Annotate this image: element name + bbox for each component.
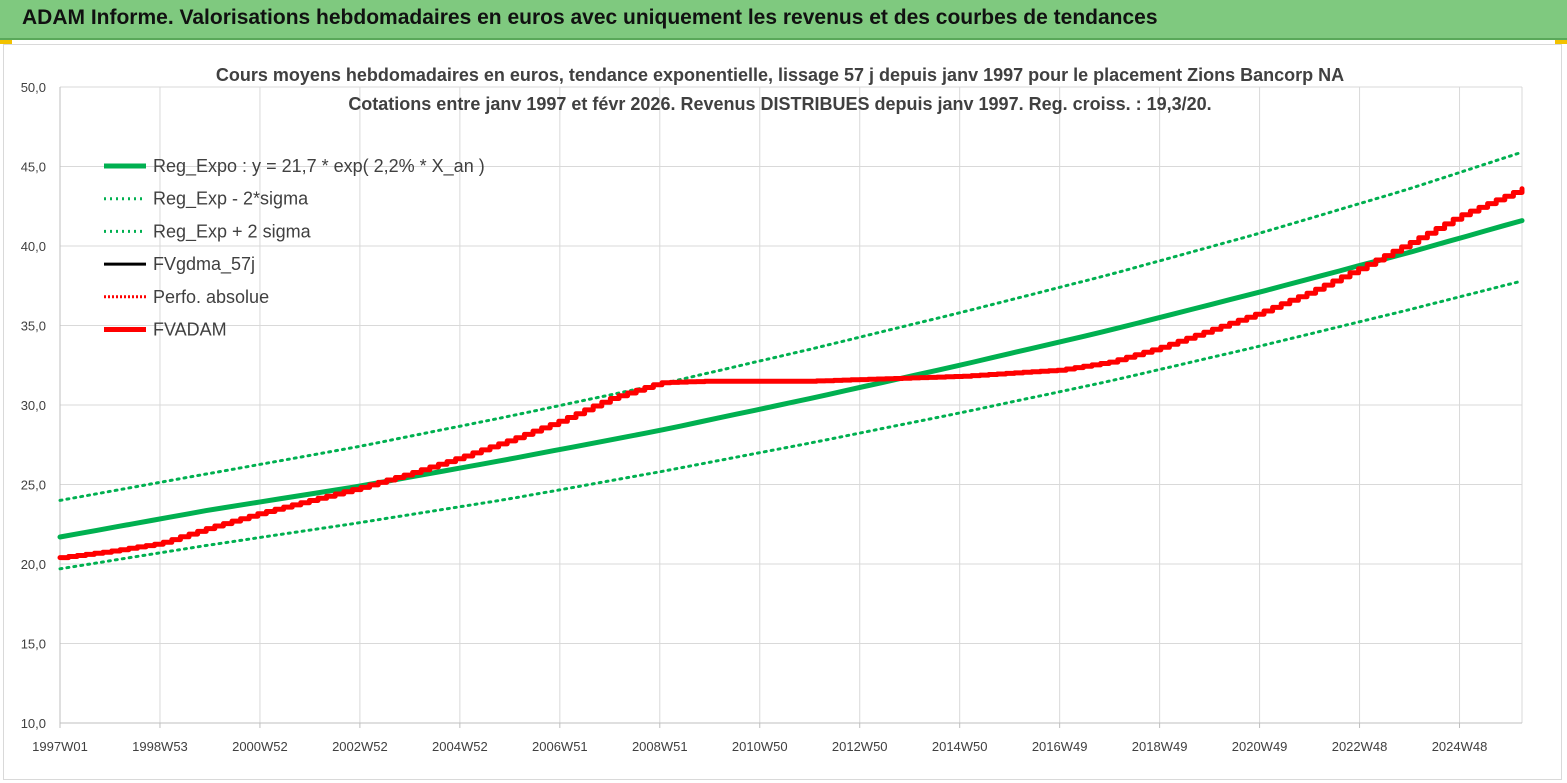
series-line-0 (57, 218, 1525, 540)
y-tick-label: 30,0 (21, 398, 46, 413)
x-tick-label: 2020W49 (1232, 739, 1288, 754)
y-tick-label: 50,0 (21, 80, 46, 95)
y-tick-label: 15,0 (21, 637, 46, 652)
axes (59, 87, 1522, 728)
x-tick-label: 1997W01 (32, 739, 88, 754)
y-tick-label: 20,0 (21, 557, 46, 572)
y-tick-label: 25,0 (21, 478, 46, 493)
chart-title: Cours moyens hebdomadaires en euros, ten… (216, 65, 1344, 85)
x-tick-label: 2002W52 (332, 739, 388, 754)
legend-label: Reg_Exp + 2 sigma (153, 221, 312, 242)
x-tick-label: 2024W48 (1432, 739, 1488, 754)
series-line-1 (58, 279, 1524, 571)
series-lines (57, 150, 1525, 571)
series-line-5 (57, 186, 1525, 561)
corner-mark-left (0, 40, 12, 44)
legend-label: FVADAM (153, 320, 227, 340)
x-tick-label: 2004W52 (432, 739, 488, 754)
x-tick-label: 2014W50 (932, 739, 988, 754)
y-tick-label: 35,0 (21, 319, 46, 334)
x-tick-label: 2006W51 (532, 739, 588, 754)
x-tick-label: 2012W50 (832, 739, 888, 754)
corner-mark-right (1555, 40, 1567, 44)
y-tick-label: 45,0 (21, 160, 46, 175)
x-tick-label: 2022W48 (1332, 739, 1388, 754)
legend: Reg_Expo : y = 21,7 * exp( 2,2% * X_an )… (104, 156, 485, 340)
chart-subtitle: Cotations entre janv 1997 et févr 2026. … (348, 94, 1211, 114)
legend-label: Reg_Exp - 2*sigma (153, 189, 309, 210)
y-tick-label: 40,0 (21, 239, 46, 254)
x-tick-label: 2016W49 (1032, 739, 1088, 754)
legend-label: FVgdma_57j (153, 254, 255, 275)
x-tick-label: 2018W49 (1132, 739, 1188, 754)
y-tick-label: 10,0 (21, 716, 46, 731)
legend-label: Reg_Expo : y = 21,7 * exp( 2,2% * X_an ) (153, 156, 485, 177)
x-tick-label: 2000W52 (232, 739, 288, 754)
series-line-2 (58, 150, 1524, 502)
x-tick-label: 2008W51 (632, 739, 688, 754)
x-tick-label: 2010W50 (732, 739, 788, 754)
tick-labels: 10,0 15,0 20,0 25,0 30,0 35,0 40,0 45,0 50,0 1997… (21, 80, 1488, 754)
report-title: ADAM Informe. Valorisations hebdomadaire… (22, 6, 1158, 29)
report-banner: ADAM Informe. Valorisations hebdomadaire… (0, 0, 1567, 40)
legend-label: Perfo. absolue (153, 287, 269, 307)
x-tick-label: 1998W53 (132, 739, 188, 754)
